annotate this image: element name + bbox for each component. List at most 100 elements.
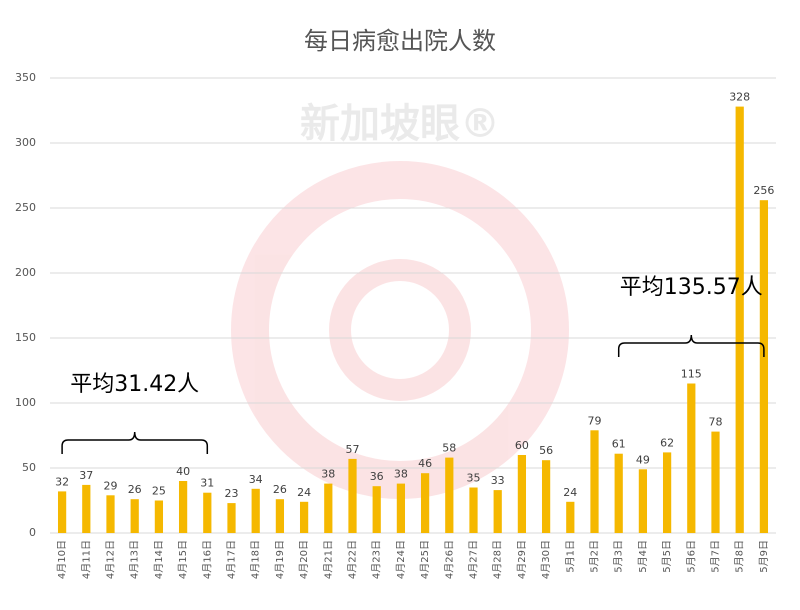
value-label: 57 [346,443,360,456]
x-tick-label: 4月23日 [371,540,383,579]
bar [106,495,115,533]
x-tick-label: 4月15日 [177,540,189,579]
value-label: 29 [104,479,118,492]
x-tick-label: 5月2日 [589,540,601,573]
value-label: 26 [273,483,287,496]
y-tick-label: 100 [15,396,36,409]
x-tick-label: 4月27日 [468,540,480,579]
value-label: 46 [418,457,432,470]
value-label: 36 [370,470,384,483]
bar [372,486,381,533]
bar [420,473,430,533]
x-tick-label: 4月29日 [516,540,528,579]
x-tick-label: 4月14日 [153,540,165,579]
x-tick-label: 4月28日 [492,540,504,579]
x-tick-label: 4月24日 [395,540,407,579]
value-label: 38 [321,468,335,481]
bar [396,483,406,533]
value-label: 62 [660,436,674,449]
x-tick-label: 4月26日 [443,540,455,579]
value-label: 33 [491,474,505,487]
bar [324,483,333,533]
x-tick-label: 5月4日 [637,540,649,573]
value-label: 35 [467,472,481,485]
value-label: 49 [636,453,650,466]
x-tick-label: 5月1日 [564,540,576,573]
bar [251,488,260,533]
value-label: 37 [79,469,93,482]
bar [566,501,575,533]
bar [348,458,357,533]
bar [154,500,164,533]
y-tick-label: 350 [15,71,36,84]
y-tick-label: 200 [15,266,36,279]
x-tick-label: 4月17日 [226,540,238,579]
value-label: 328 [729,91,750,104]
x-tick-label: 4月13日 [129,540,141,579]
bar [662,452,672,533]
x-tick-label: 4月30日 [540,540,552,579]
value-label: 24 [297,486,311,499]
bar [130,499,139,533]
bar [541,460,551,533]
bar [57,491,67,533]
value-label: 78 [709,416,723,429]
value-label: 61 [612,438,626,451]
bar [638,469,648,533]
value-label: 24 [563,486,577,499]
bar [275,499,285,533]
bar [299,501,309,533]
value-label: 31 [200,477,214,490]
value-label: 23 [225,487,239,500]
bar [711,431,720,533]
x-tick-label: 5月8日 [734,540,746,573]
bar [614,453,623,533]
y-tick-label: 50 [22,461,36,474]
y-tick-label: 250 [15,201,36,214]
value-label: 56 [539,444,553,457]
value-label: 32 [55,475,69,488]
bracket [617,334,765,357]
y-tick-label: 0 [29,526,36,539]
x-tick-label: 4月11日 [80,540,92,579]
value-label: 115 [681,368,702,381]
x-tick-label: 4月12日 [105,540,117,579]
value-label: 25 [152,485,166,498]
value-label: 60 [515,439,529,452]
bar [82,484,91,533]
value-label: 79 [588,414,602,427]
x-tick-label: 4月18日 [250,540,262,579]
x-tick-label: 4月10日 [56,540,68,579]
annotation: 平均135.57人 [620,275,763,300]
x-tick-label: 5月3日 [613,540,625,573]
annotation: 平均31.42人 [70,372,199,397]
x-tick-label: 5月9日 [758,540,770,573]
value-label: 256 [753,184,774,197]
bar [227,503,236,533]
x-tick-label: 4月25日 [419,540,431,579]
bar [203,492,212,533]
value-label: 40 [176,465,190,478]
value-label: 26 [128,483,142,496]
watermark-logo [231,161,569,499]
y-tick-label: 300 [15,136,36,149]
bar [445,457,454,533]
bracket [61,431,209,454]
bar [469,487,478,533]
x-tick-label: 4月20日 [298,540,310,579]
value-label: 34 [249,473,263,486]
bar [178,481,188,533]
bar [590,430,599,533]
watermark: 新加坡眼® [300,101,500,147]
bar [493,490,502,533]
x-tick-label: 4月16日 [201,540,213,579]
x-tick-label: 4月19日 [274,540,286,579]
x-tick-label: 4月22日 [347,540,359,579]
bar [759,200,769,533]
bar [517,455,527,533]
x-tick-label: 5月6日 [685,540,697,573]
x-tick-label: 5月7日 [710,540,722,573]
x-tick-label: 4月21日 [322,540,334,579]
value-label: 38 [394,468,408,481]
